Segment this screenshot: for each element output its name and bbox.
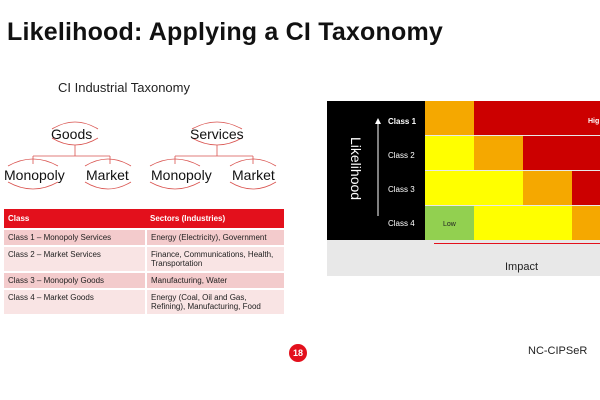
risk-cell bbox=[474, 171, 523, 205]
goods-monopoly-node: Monopoly bbox=[4, 167, 65, 183]
table-cell-class: Class 1 – Monopoly Services bbox=[4, 228, 147, 246]
matrix-row-label: Class 4 bbox=[388, 219, 415, 228]
table-row: Class 1 – Monopoly Services Energy (Elec… bbox=[4, 228, 284, 246]
table-row: Class 2 – Market Services Finance, Commu… bbox=[4, 245, 284, 272]
high-label: Hig bbox=[588, 118, 600, 125]
brand-label: NC-CIPSeR bbox=[528, 345, 588, 357]
matrix-row-label: Class 1 bbox=[388, 117, 417, 126]
taxonomy-diagram: Goods Monopoly Market Services Monopoly … bbox=[4, 121, 277, 190]
risk-cell bbox=[523, 136, 572, 170]
risk-cell bbox=[523, 101, 572, 135]
low-label: Low bbox=[443, 221, 456, 228]
table-cell-class: Class 2 – Market Services bbox=[4, 245, 147, 272]
risk-cell bbox=[572, 101, 600, 135]
likelihood-axis-panel bbox=[327, 101, 425, 240]
risk-cell bbox=[523, 206, 572, 240]
impact-axis-line bbox=[434, 243, 600, 244]
risk-cell bbox=[572, 171, 600, 205]
risk-cell bbox=[572, 206, 600, 240]
table-row: Class 4 – Market Goods Energy (Coal, Oil… bbox=[4, 288, 284, 314]
services-market-node: Market bbox=[232, 167, 275, 183]
risk-cell bbox=[425, 206, 474, 240]
table-cell-sectors: Manufacturing, Water bbox=[146, 271, 284, 289]
likelihood-up-arrow-icon bbox=[375, 118, 381, 216]
table-cell-sectors: Energy (Coal, Oil and Gas, Refining), Ma… bbox=[146, 288, 284, 314]
services-node: Services bbox=[190, 126, 244, 142]
risk-cell bbox=[425, 136, 474, 170]
risk-cell bbox=[523, 171, 572, 205]
risk-cell bbox=[425, 101, 474, 135]
goods-market-node: Market bbox=[86, 167, 129, 183]
slide-title: Likelihood: Applying a CI Taxonomy bbox=[7, 18, 443, 46]
likelihood-axis-label: Likelihood bbox=[348, 137, 364, 201]
table-cell-sectors: Finance, Communications, Health, Transpo… bbox=[146, 245, 284, 272]
services-monopoly-node: Monopoly bbox=[151, 167, 212, 183]
class-sector-table: Class Sectors (Industries) Class 1 – Mon… bbox=[4, 209, 284, 314]
table-cell-class: Class 4 – Market Goods bbox=[4, 288, 147, 314]
taxonomy-subtitle: CI Industrial Taxonomy bbox=[58, 80, 190, 95]
table-cell-sectors: Energy (Electricity), Government bbox=[146, 228, 284, 246]
matrix-row-label: Class 2 bbox=[388, 151, 415, 160]
table-row: Class 3 – Monopoly Goods Manufacturing, … bbox=[4, 271, 284, 289]
risk-cell bbox=[572, 136, 600, 170]
page-number-badge: 18 bbox=[289, 344, 307, 362]
risk-cell bbox=[474, 101, 523, 135]
goods-node: Goods bbox=[51, 126, 92, 142]
table-cell-class: Class 3 – Monopoly Goods bbox=[4, 271, 147, 289]
table-header-sectors: Sectors (Industries) bbox=[146, 209, 284, 229]
risk-cell bbox=[425, 171, 474, 205]
table-header-class: Class bbox=[4, 209, 146, 229]
risk-cell bbox=[474, 206, 523, 240]
matrix-row-label: Class 3 bbox=[388, 185, 415, 194]
impact-axis-label: Impact bbox=[505, 261, 539, 273]
risk-cell bbox=[474, 136, 523, 170]
